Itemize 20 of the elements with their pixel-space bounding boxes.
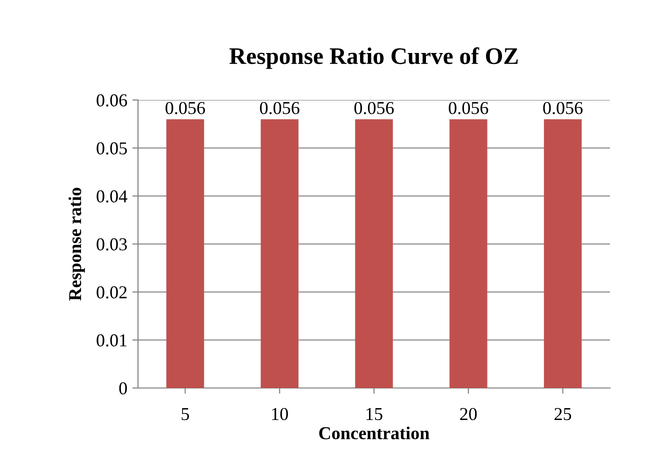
x-tick-label: 10 bbox=[272, 408, 288, 420]
y-axis-title: Response ratio bbox=[68, 188, 85, 301]
y-tick-label: 0.01 bbox=[96, 334, 126, 347]
y-tick-label: 0.04 bbox=[96, 190, 128, 203]
data-label: 0.056 bbox=[448, 102, 488, 114]
data-label: 0.056 bbox=[354, 102, 394, 114]
y-tick-label: 0 bbox=[119, 382, 127, 394]
x-tick-label: 5 bbox=[182, 408, 190, 420]
y-tick-label: 0.03 bbox=[96, 238, 127, 251]
x-tick-label: 20 bbox=[460, 408, 477, 420]
chart-title: Response Ratio Curve of OZ bbox=[229, 47, 518, 69]
x-tick-label: 15 bbox=[366, 408, 382, 420]
x-axis-title: Concentration bbox=[319, 426, 430, 440]
y-tick-label: 0.06 bbox=[96, 94, 128, 107]
x-tick-label: 25 bbox=[554, 408, 572, 420]
data-label: 0.056 bbox=[543, 102, 583, 114]
data-label: 0.056 bbox=[166, 102, 205, 114]
y-tick-label: 0.05 bbox=[96, 142, 127, 155]
data-label: 0.056 bbox=[260, 102, 300, 114]
y-tick-label: 0.02 bbox=[96, 286, 127, 299]
